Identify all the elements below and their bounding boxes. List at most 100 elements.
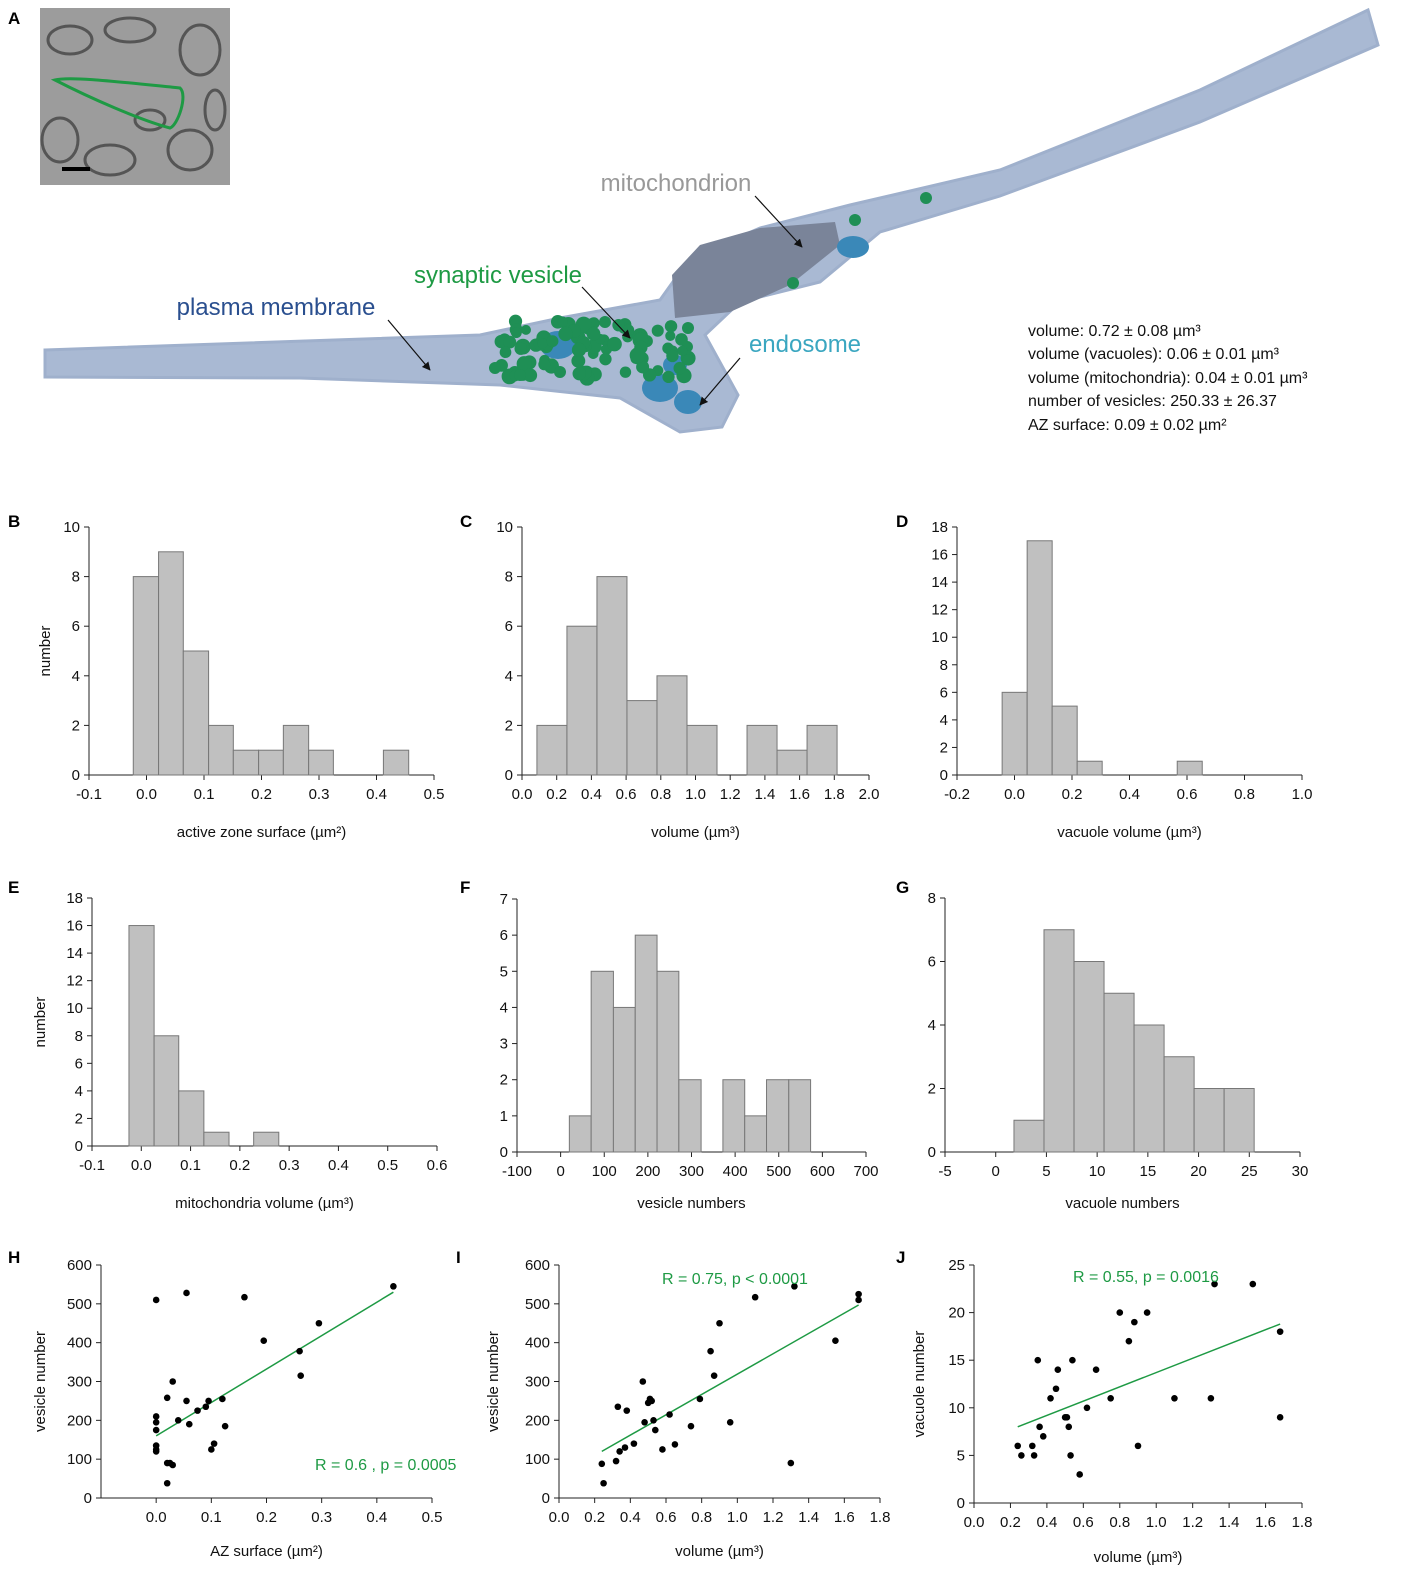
scatter-point <box>1131 1318 1138 1326</box>
histogram-bar <box>1163 1056 1195 1153</box>
x-tick-label: 0.6 <box>1073 1514 1094 1531</box>
x-tick-label: 0.1 <box>194 786 215 803</box>
annotation: R = 0.55, p = 0.0016 <box>1073 1269 1219 1286</box>
scatter-point <box>219 1395 226 1403</box>
histogram-bar <box>308 749 334 776</box>
panel-label: B <box>8 512 20 531</box>
x-tick-label: 0.5 <box>422 1509 443 1526</box>
y-tick-label: 10 <box>66 1000 83 1017</box>
vesicle-sphere <box>558 326 573 342</box>
x-tick-label: 0.5 <box>377 1157 398 1174</box>
x-tick-label: 0.3 <box>309 786 330 803</box>
histogram-bar <box>132 576 160 776</box>
scatter-point <box>1067 1452 1074 1459</box>
annotation: mitochondrion <box>601 170 752 197</box>
panel-label: C <box>460 512 472 531</box>
x-tick-label: 100 <box>592 1163 617 1180</box>
scatter-point <box>1171 1394 1178 1402</box>
y-tick-label: 4 <box>940 712 948 729</box>
x-tick-label: 0.2 <box>546 786 567 803</box>
y-tick-label: 7 <box>500 891 508 908</box>
x-axis-label: mitochondria volume (µm³) <box>175 1195 354 1212</box>
scatter-point <box>707 1347 714 1355</box>
x-axis-label: active zone surface (µm²) <box>177 824 347 841</box>
stat-line: number of vesicles: 250.33 ± 26.37 <box>1028 393 1277 410</box>
y-tick-label: 2 <box>505 717 513 734</box>
vesicle-sphere <box>623 324 635 336</box>
vesicle-sphere <box>510 327 522 339</box>
scatter-point <box>1211 1280 1218 1288</box>
scatter-point <box>152 1296 160 1304</box>
y-axis-label: vesicle number <box>485 1331 502 1432</box>
histogram-bar <box>1223 1088 1255 1153</box>
panel-label: D <box>896 512 908 531</box>
scatter-point <box>163 1479 171 1487</box>
x-tick-label: 1.2 <box>1182 1514 1203 1531</box>
scatter-point <box>210 1440 218 1447</box>
annotation: R = 0.75, p < 0.0001 <box>662 1271 808 1288</box>
arrow <box>754 195 803 248</box>
y-tick-label: 14 <box>66 945 83 962</box>
x-tick-label: 0.6 <box>1177 786 1198 803</box>
y-tick-label: 3 <box>500 1036 508 1053</box>
scatter-point <box>163 1394 171 1402</box>
y-tick-label: 6 <box>928 954 936 971</box>
x-tick-label: 0.2 <box>256 1509 277 1526</box>
scatter-point <box>185 1420 193 1428</box>
scatter-point <box>152 1448 160 1455</box>
vesicle-sphere <box>514 369 526 381</box>
x-tick-label: 1.4 <box>754 786 775 803</box>
scatter-point <box>1143 1309 1151 1316</box>
vesicle-sphere <box>673 361 686 375</box>
y-tick-label: 8 <box>928 890 936 907</box>
y-tick-label: 12 <box>66 973 83 990</box>
vesicle-sphere <box>662 370 675 384</box>
vesicle-sphere <box>489 362 501 374</box>
scatter-point <box>1052 1385 1060 1393</box>
vesicle-sphere <box>554 366 566 378</box>
scatter-point <box>787 1459 795 1467</box>
vesicle-sphere <box>599 352 612 366</box>
scatter-point <box>169 1378 177 1385</box>
plasma-membrane-render <box>43 7 1380 434</box>
vesicle-sphere <box>651 324 664 337</box>
x-tick-label: 0.2 <box>584 1509 605 1526</box>
x-tick-label: 0.2 <box>229 1157 250 1174</box>
histogram-bar <box>1073 961 1105 1153</box>
x-tick-label: 0 <box>556 1163 564 1180</box>
vesicle-sphere <box>599 316 611 328</box>
histogram-bar <box>596 576 628 776</box>
scatter-point <box>152 1418 160 1426</box>
histogram-bar <box>744 1115 768 1153</box>
scatter-point <box>716 1319 723 1327</box>
x-tick-label: -5 <box>938 1163 951 1180</box>
scatter-point <box>315 1319 323 1327</box>
x-tick-label: 5 <box>1042 1163 1050 1180</box>
y-tick-label: 0 <box>505 767 513 784</box>
histogram-bar <box>590 970 614 1153</box>
histogram-bar <box>1043 929 1075 1153</box>
panel-label: F <box>460 878 470 897</box>
scale-bar <box>62 167 90 171</box>
histogram-bar <box>1176 760 1203 776</box>
y-tick-label: 0 <box>542 1490 550 1507</box>
scatter-point <box>598 1460 606 1468</box>
y-tick-label: 0 <box>500 1144 508 1161</box>
y-tick-label: 0 <box>957 1495 965 1512</box>
vesicle-sphere <box>520 324 531 335</box>
scatter-point <box>639 1378 647 1385</box>
x-axis-label: volume (µm³) <box>651 824 740 841</box>
histogram-bar <box>203 1131 230 1147</box>
x-tick-label: 0.4 <box>620 1509 641 1526</box>
y-tick-label: 16 <box>931 547 948 564</box>
scatter-point <box>260 1337 268 1345</box>
histogram-bar <box>1026 540 1053 776</box>
y-tick-label: 10 <box>931 629 948 646</box>
y-tick-label: 4 <box>928 1017 936 1034</box>
y-tick-label: 4 <box>500 999 508 1016</box>
histogram-bar <box>128 925 155 1147</box>
scatter-point <box>623 1407 631 1414</box>
scatter-point <box>1039 1433 1047 1440</box>
scatter-point <box>1083 1404 1091 1412</box>
annotation: plasma membrane <box>177 294 376 321</box>
